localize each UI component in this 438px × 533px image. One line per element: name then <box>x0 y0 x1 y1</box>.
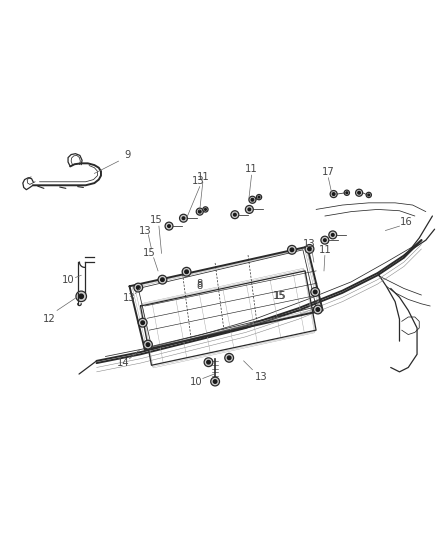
Circle shape <box>196 208 203 215</box>
Circle shape <box>134 283 142 292</box>
Circle shape <box>315 308 319 311</box>
Circle shape <box>233 213 236 216</box>
Circle shape <box>210 377 219 386</box>
Circle shape <box>136 286 140 289</box>
Circle shape <box>320 236 328 244</box>
Circle shape <box>182 268 191 276</box>
Circle shape <box>256 195 261 200</box>
Circle shape <box>184 270 188 273</box>
Circle shape <box>202 207 208 212</box>
Text: 13: 13 <box>138 225 151 236</box>
Text: 13: 13 <box>303 239 315 249</box>
Circle shape <box>206 360 210 364</box>
Circle shape <box>227 356 230 360</box>
Circle shape <box>310 288 319 296</box>
Circle shape <box>204 208 206 211</box>
Text: 15: 15 <box>273 292 286 301</box>
Circle shape <box>248 196 255 203</box>
Circle shape <box>224 353 233 362</box>
Circle shape <box>287 245 296 254</box>
Text: 8: 8 <box>196 279 202 289</box>
Circle shape <box>245 206 253 213</box>
Circle shape <box>304 245 313 253</box>
Circle shape <box>323 239 325 241</box>
Text: 8: 8 <box>196 281 202 291</box>
Circle shape <box>332 193 334 196</box>
Circle shape <box>329 191 336 198</box>
Circle shape <box>198 211 201 213</box>
Text: 13: 13 <box>123 293 135 303</box>
Text: 13: 13 <box>254 372 266 382</box>
Text: 11: 11 <box>196 172 209 182</box>
Text: 15: 15 <box>142 248 155 259</box>
Circle shape <box>365 192 371 198</box>
Circle shape <box>204 358 212 367</box>
Circle shape <box>146 343 149 346</box>
Circle shape <box>355 189 362 196</box>
Text: 9: 9 <box>124 150 130 159</box>
Circle shape <box>138 318 147 327</box>
Circle shape <box>357 191 360 194</box>
Circle shape <box>328 231 336 239</box>
Text: 12: 12 <box>42 314 56 324</box>
Text: 11: 11 <box>244 164 258 174</box>
Circle shape <box>213 379 216 383</box>
Circle shape <box>230 211 238 219</box>
Circle shape <box>76 291 86 302</box>
Text: 17: 17 <box>321 167 334 177</box>
Circle shape <box>258 196 259 198</box>
Text: 15: 15 <box>272 292 285 301</box>
Circle shape <box>313 290 316 294</box>
Circle shape <box>290 248 293 252</box>
Circle shape <box>158 275 166 284</box>
Circle shape <box>367 194 369 196</box>
Text: 10: 10 <box>190 376 202 386</box>
Circle shape <box>331 233 333 236</box>
Circle shape <box>343 190 349 196</box>
Text: 13: 13 <box>192 176 204 186</box>
Circle shape <box>143 340 152 349</box>
Text: 10: 10 <box>62 274 74 285</box>
Circle shape <box>179 214 187 222</box>
Text: 14: 14 <box>117 358 129 368</box>
Text: 15: 15 <box>149 215 162 225</box>
Circle shape <box>165 222 173 230</box>
Circle shape <box>79 294 83 298</box>
Circle shape <box>345 192 347 193</box>
Circle shape <box>307 247 311 251</box>
Circle shape <box>182 217 184 220</box>
Text: 11: 11 <box>318 245 331 255</box>
Circle shape <box>313 305 321 314</box>
Circle shape <box>251 198 253 201</box>
Circle shape <box>160 278 164 281</box>
Circle shape <box>167 225 170 228</box>
Circle shape <box>141 321 144 325</box>
Circle shape <box>247 208 250 211</box>
Text: 16: 16 <box>399 217 412 227</box>
